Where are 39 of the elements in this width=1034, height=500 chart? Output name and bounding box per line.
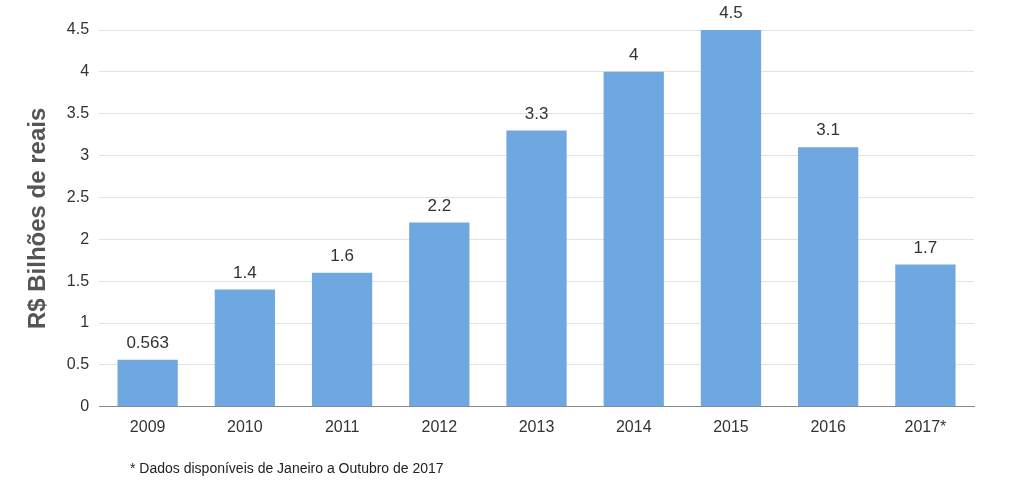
data-label: 2.2	[427, 195, 452, 215]
bar	[700, 30, 762, 407]
y-tick-label: 2	[80, 229, 90, 247]
y-tick-label: 4	[80, 62, 90, 80]
data-label: 3.1	[816, 120, 840, 140]
data-label: 1.7	[913, 237, 938, 257]
bar	[798, 147, 859, 407]
bar	[214, 289, 276, 407]
bar	[603, 71, 664, 407]
bar	[506, 130, 567, 407]
y-tick-label: 0	[80, 397, 90, 415]
y-tick-label: 3.5	[66, 104, 90, 122]
data-label: 4.5	[719, 3, 743, 23]
text: * Dados disponíveis de Janeiro a Outubro de 2017	[130, 460, 444, 476]
data-label: 3.3	[524, 103, 549, 123]
bar	[117, 359, 178, 407]
x-tick-label: 2010	[227, 417, 263, 435]
x-tick-label: 2009	[129, 417, 166, 435]
bar	[409, 222, 470, 407]
y-tick-label: 0.5	[66, 355, 90, 373]
x-tick-label: 2014	[615, 417, 652, 435]
y-axis-title: R$ Bilhões de reais	[23, 107, 51, 330]
x-tick-label: 2015	[713, 417, 749, 435]
bar	[311, 272, 373, 407]
x-tick-label: 2017*	[904, 417, 947, 435]
y-tick-label: 1.5	[66, 271, 90, 289]
x-tick-label: 2016	[810, 417, 847, 435]
x-tick-label: 2012	[421, 417, 458, 435]
y-tick-label: 2.5	[66, 187, 90, 205]
y-tick-label: 1	[80, 313, 90, 331]
data-label: 4	[629, 45, 639, 65]
x-tick-label: 2011	[324, 417, 360, 435]
y-tick-label: 3	[80, 146, 90, 164]
data-label: 1.6	[330, 246, 354, 266]
bar	[895, 264, 956, 407]
data-label: 0.563	[126, 332, 169, 352]
x-tick-label: 2013	[518, 417, 555, 435]
y-tick-label: 4.5	[66, 20, 90, 38]
data-label: 1.4	[233, 262, 257, 282]
